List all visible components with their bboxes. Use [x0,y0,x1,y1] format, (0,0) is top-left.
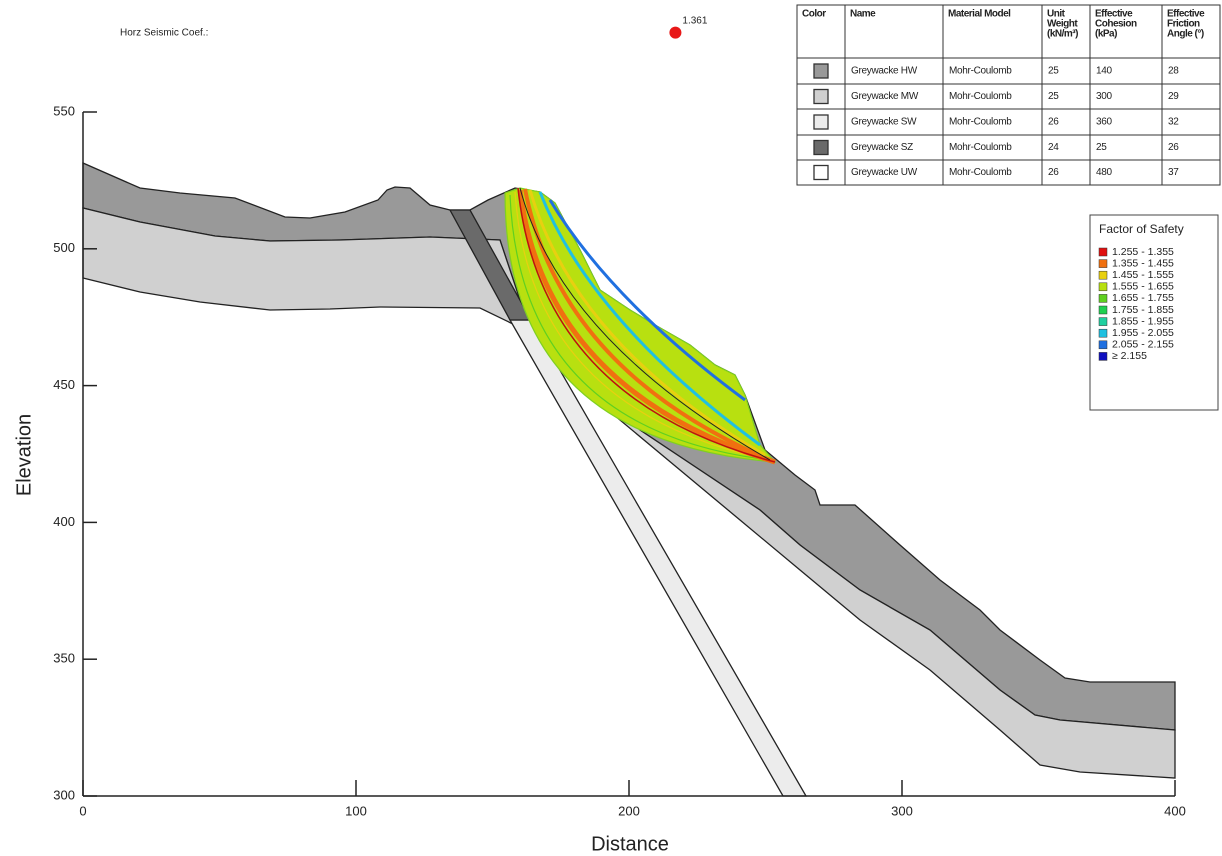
slip-surfaces [504,187,777,465]
slip-surface [528,189,766,457]
slip-center [669,26,682,39]
legend-swatch [1098,247,1108,257]
legend-label: 1.455 - 1.555 [1112,269,1174,281]
table-header: Name [850,9,876,20]
material-swatch [813,139,829,156]
material-swatch [813,63,829,79]
legend-label: ≥ 2.155 [1112,350,1147,362]
material-swatch [813,164,829,181]
legend-label: 1.255 - 1.355 [1112,246,1174,258]
table-header: Material Model [948,9,1011,20]
legend-swatch [1098,317,1108,326]
table-cell: 480 [1096,167,1113,178]
x-tick-label: 0 [79,803,86,818]
table-header: Weight [1047,19,1078,30]
critical-surface [519,187,771,461]
table-frame [796,4,1221,186]
slip-surface [538,191,761,447]
legend-swatch [1098,305,1108,315]
y-axis-label: Elevation [13,414,35,496]
y-tick-label: 500 [53,240,75,255]
table-cell: 25 [1048,66,1059,77]
table-cell: 25 [1048,91,1059,102]
table-header: Friction [1167,19,1200,30]
table-cell: Greywacke SW [851,117,917,128]
y-tick-label: 400 [53,514,75,529]
layer-mw [82,207,1176,779]
x-tick-label: 400 [1164,803,1186,818]
slip-surface [517,189,776,465]
table-cell: 28 [1168,66,1179,77]
table-cell: 26 [1168,142,1179,153]
table-cell: 24 [1048,142,1059,153]
legend-label: 1.555 - 1.655 [1112,281,1174,293]
table-cell: 360 [1096,117,1113,128]
table-cell: Mohr-Coulomb [949,66,1012,77]
table-header: (kN/m³) [1047,29,1078,40]
slip-surface [548,199,746,402]
table-header: Unit [1047,9,1066,20]
table-cell: Greywacke SZ [851,142,913,153]
y-tick-label: 350 [53,651,75,666]
legend-swatch [1098,270,1108,280]
legend-swatch [1098,259,1108,268]
table-cell: Greywacke UW [851,167,918,178]
x-tick-label: 200 [618,803,640,818]
slip-surface [509,194,771,461]
legend-swatch [1098,282,1108,292]
table-cell: Mohr-Coulomb [949,167,1012,178]
y-tick-label: 450 [53,377,75,392]
material-swatch [813,114,829,130]
x-tick-label: 300 [891,803,913,818]
legend-label: 1.755 - 1.855 [1112,304,1174,316]
table-cell: 26 [1048,117,1059,128]
legend-box [1089,214,1219,411]
table-cell: 300 [1096,91,1113,102]
table-cell: Mohr-Coulomb [949,142,1012,153]
legend-label: 1.655 - 1.755 [1112,292,1174,304]
table-cell: 29 [1168,91,1179,102]
legend-swatch [1098,294,1108,303]
legend-title: Factor of Safety [1099,222,1184,236]
factor-of-safety-label: 1.361 [682,15,707,26]
geology [82,162,1176,797]
table-header: Cohesion [1095,19,1137,30]
legend-label: 1.855 - 1.955 [1112,315,1174,327]
table-header: (kPa) [1095,29,1117,40]
table-cell: 26 [1048,167,1059,178]
table-header: Effective [1167,9,1205,20]
table-header: Color [802,9,826,20]
table-cell: Mohr-Coulomb [949,117,1012,128]
x-axis-label: Distance [591,833,669,855]
legend-swatch [1098,352,1108,361]
annotation: Horz Seismic Coef.: [120,28,208,39]
legend-label: 2.055 - 2.155 [1112,339,1174,351]
table-cell: Mohr-Coulomb [949,91,1012,102]
table-cell: 25 [1096,142,1107,153]
x-tick-label: 100 [345,803,367,818]
table-cell: Greywacke HW [851,66,918,77]
legend-label: 1.955 - 2.055 [1112,327,1174,339]
legend-label: 1.355 - 1.455 [1112,257,1174,269]
table-cell: Greywacke MW [851,91,919,102]
table-header: Effective [1095,9,1133,20]
table-cell: 37 [1168,167,1179,178]
slip-surface [514,191,771,461]
legend-swatch [1098,340,1108,350]
table-cell: 140 [1096,66,1113,77]
legend-swatch [1098,328,1108,338]
y-tick-label: 550 [53,103,75,118]
table-cell: 32 [1168,117,1179,128]
y-tick-label: 300 [53,787,75,802]
table-header: Angle (°) [1167,29,1204,40]
critical-surface [517,187,776,463]
material-swatch [813,88,829,105]
